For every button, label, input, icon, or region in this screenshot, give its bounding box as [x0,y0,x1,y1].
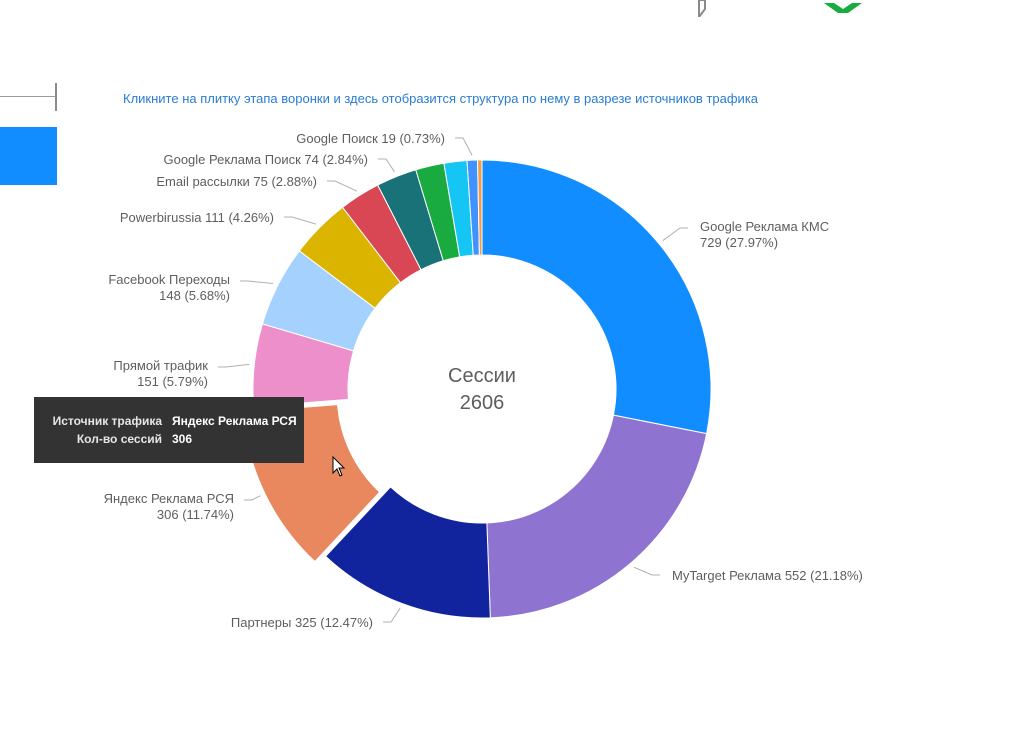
left-panel-divider [0,96,56,97]
leader-line-12 [455,137,473,156]
tooltip-sessions-value: 306 [172,432,193,446]
data-label-1: Google Реклама КМС [700,219,829,234]
center-label: Сессии [448,365,516,387]
data-label-8: Email рассылки 75 (2.88%) [156,174,317,189]
leader-line-9 [378,158,395,173]
leader-line-5 [218,363,250,368]
funnel-stage-tile[interactable] [0,127,57,185]
leader-line-3 [383,607,401,623]
donut-slice-1[interactable] [481,159,712,435]
data-label-9: Google Реклама Поиск 74 (2.84%) [163,152,368,167]
data-label-2: MyTarget Реклама 552 (21.18%) [672,568,863,583]
donut-slice-13[interactable] [477,159,483,256]
leader-line-8 [327,180,358,192]
data-label-12: Google Поиск 19 (0.73%) [296,131,445,146]
data-label-5: Прямой трафик [113,358,208,373]
data-label-value-6: 148 (5.68%) [159,288,230,303]
donut-slice-2[interactable] [486,414,708,619]
data-label-3: Партнеры 325 (12.47%) [231,615,373,630]
logo-gray-icon [697,0,707,20]
tooltip-source-key: Источник трафика [52,414,162,428]
leader-line-4 [244,495,261,501]
hint-text: Кликните на плитку этапа воронки и здесь… [123,91,759,106]
data-label-4: Яндекс Реклама РСЯ [104,491,234,506]
donut-slice-3[interactable] [324,486,491,619]
center-value: 2606 [460,392,505,414]
leader-line-6 [240,280,274,284]
tooltip: Источник трафика Яндекс Реклама РСЯ Кол-… [34,397,304,463]
leader-line-7 [284,216,317,225]
leader-line-2 [633,566,660,576]
tooltip-source-value: Яндекс Реклама РСЯ [172,414,297,428]
logo-green-icon [822,0,864,13]
leader-line-1 [662,227,688,241]
mouse-cursor-icon [332,455,346,483]
data-label-value-4: 306 (11.74%) [157,507,234,522]
tooltip-sessions-key: Кол-во сессий [76,432,162,446]
left-panel-divider-tick [55,83,57,111]
data-label-value-5: 151 (5.79%) [137,374,208,389]
data-label-value-1: 729 (27.97%) [700,235,778,250]
data-label-6: Facebook Переходы [108,272,230,287]
data-label-7: Powerbirussia 111 (4.26%) [120,210,274,225]
